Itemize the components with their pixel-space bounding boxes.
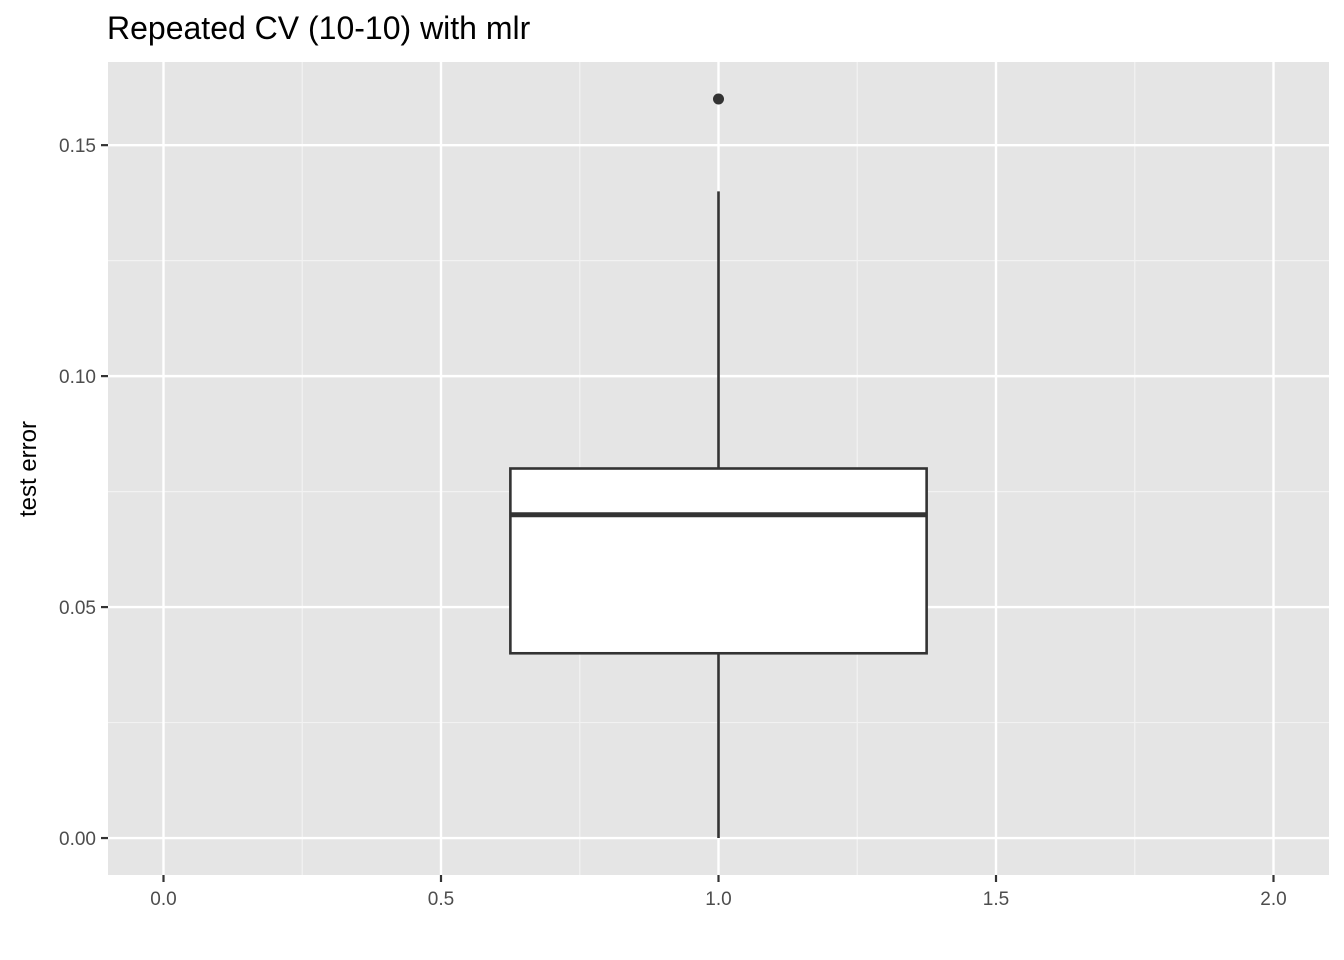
iqr-box [509,467,928,655]
boxplot [509,93,928,839]
x-tick-label: 1.5 [983,889,1009,910]
x-tick-label: 1.0 [705,889,731,910]
y-axis-title: test error [15,421,42,517]
chart-title: Repeated CV (10-10) with mlr [107,10,531,46]
x-tick-label: 2.0 [1260,889,1286,910]
x-axis: 0.0 0.5 1.0 1.5 2.0 [150,875,1287,910]
y-tick-label: 0.10 [59,367,96,388]
x-tick-label: 0.0 [150,889,176,910]
y-axis: 0.00 0.05 0.10 0.15 [59,136,108,850]
x-tick-label: 0.5 [428,889,454,910]
outlier-point [713,93,724,105]
y-tick-label: 0.00 [59,829,96,850]
y-tick-label: 0.15 [59,136,96,157]
y-tick-label: 0.05 [59,598,96,619]
